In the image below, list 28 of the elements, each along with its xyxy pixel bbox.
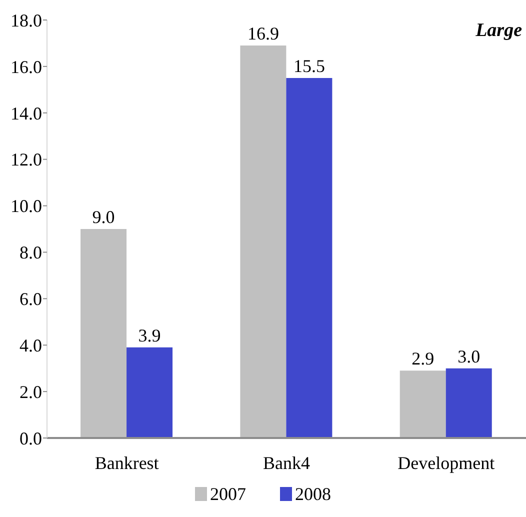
bar <box>240 46 286 438</box>
bar <box>446 368 492 438</box>
y-tick-label: 8.0 <box>20 242 42 263</box>
data-label: 15.5 <box>293 56 325 76</box>
annotation: Large <box>476 20 522 41</box>
legend-label: 2008 <box>295 484 331 504</box>
y-tick-label: 14.0 <box>10 103 42 124</box>
y-tick-label: 16.0 <box>10 56 42 77</box>
bar <box>400 370 446 438</box>
x-tick-label: Bank4 <box>263 452 310 473</box>
legend-label: 2007 <box>210 484 246 504</box>
y-tick-label: 0.0 <box>20 428 42 448</box>
bar <box>80 229 127 438</box>
data-label: 3.9 <box>138 325 161 346</box>
y-tick-label: 18.0 <box>10 10 42 30</box>
x-tick-label: Development <box>398 452 495 473</box>
data-label: 3.0 <box>458 346 480 366</box>
bar <box>126 347 173 438</box>
data-label: 9.0 <box>92 207 115 227</box>
data-label: 2.9 <box>412 348 434 369</box>
y-tick-label: 10.0 <box>10 196 42 216</box>
y-tick-label: 4.0 <box>20 336 42 356</box>
bar <box>286 78 332 438</box>
y-tick-label: 12.0 <box>10 150 42 170</box>
y-tick-label: 6.0 <box>20 289 42 310</box>
y-tick-label: 2.0 <box>20 382 42 402</box>
x-tick-label: Bankrest <box>94 452 159 473</box>
data-label: 16.9 <box>247 24 279 44</box>
